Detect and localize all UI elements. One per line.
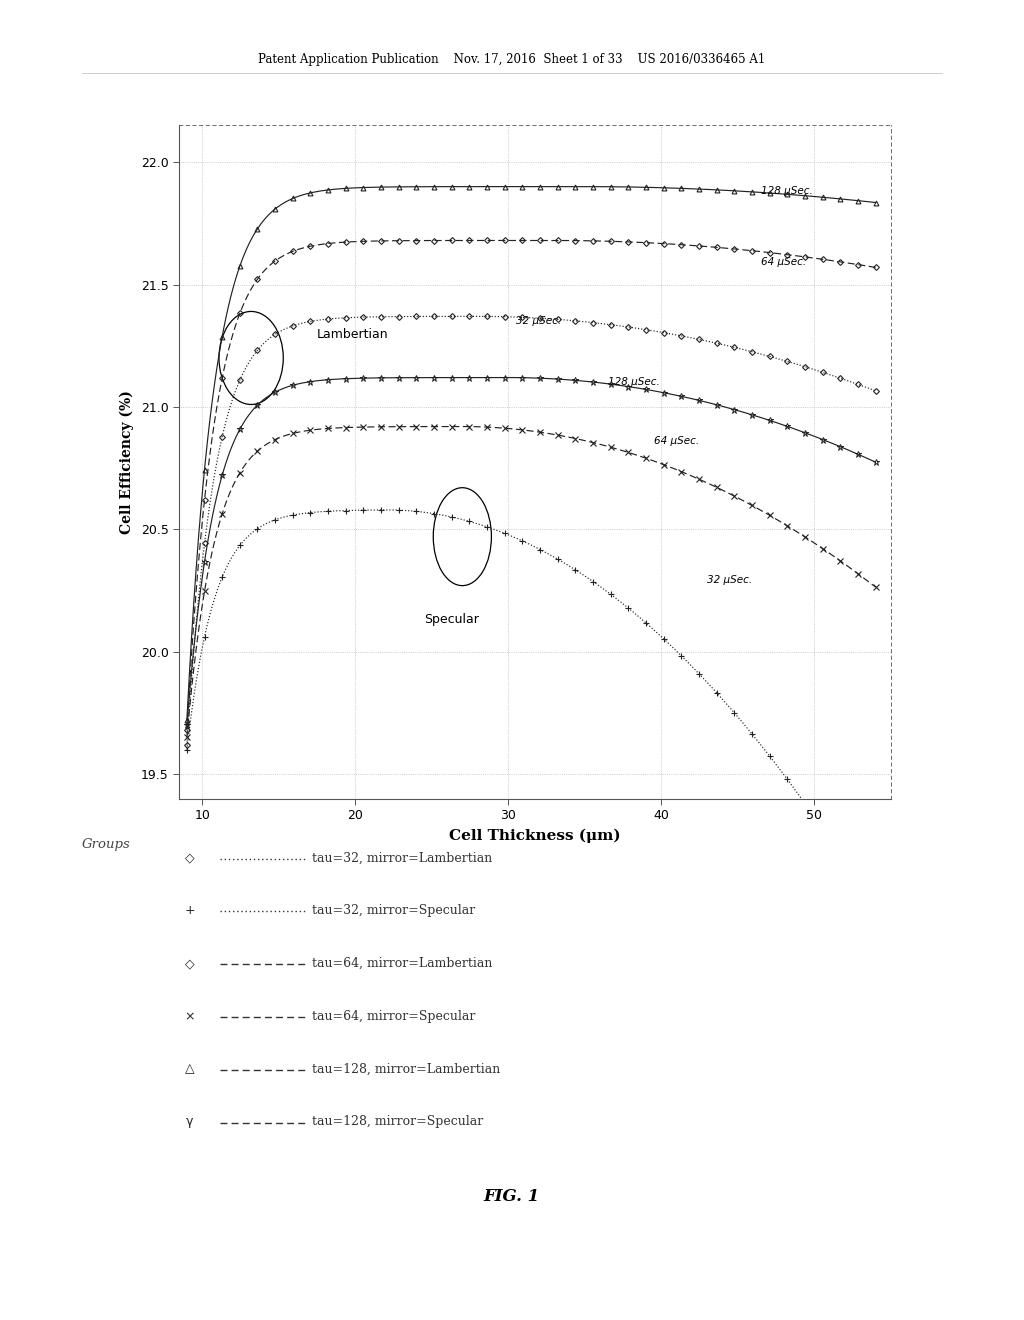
Text: 64 μSec.: 64 μSec. <box>653 436 698 446</box>
Text: Groups: Groups <box>82 838 131 851</box>
Y-axis label: Cell Efficiency (%): Cell Efficiency (%) <box>120 391 134 533</box>
Text: γ: γ <box>185 1115 194 1129</box>
Text: Specular: Specular <box>424 614 479 627</box>
Text: Lambertian: Lambertian <box>317 329 388 341</box>
Text: 32 μSec.: 32 μSec. <box>516 315 561 326</box>
Text: tau=64, mirror=Specular: tau=64, mirror=Specular <box>312 1010 476 1023</box>
Text: tau=128, mirror=Lambertian: tau=128, mirror=Lambertian <box>312 1063 501 1076</box>
Text: ×: × <box>184 1010 195 1023</box>
Text: △: △ <box>184 1063 195 1076</box>
Text: ◇: ◇ <box>184 851 195 865</box>
Text: 128 μSec.: 128 μSec. <box>761 186 812 195</box>
Text: tau=128, mirror=Specular: tau=128, mirror=Specular <box>312 1115 483 1129</box>
Text: 32 μSec.: 32 μSec. <box>708 576 753 585</box>
Text: 64 μSec.: 64 μSec. <box>761 257 806 267</box>
Text: tau=32, mirror=Lambertian: tau=32, mirror=Lambertian <box>312 851 493 865</box>
Text: tau=32, mirror=Specular: tau=32, mirror=Specular <box>312 904 475 917</box>
Text: Patent Application Publication    Nov. 17, 2016  Sheet 1 of 33    US 2016/033646: Patent Application Publication Nov. 17, … <box>258 53 766 66</box>
Text: tau=64, mirror=Lambertian: tau=64, mirror=Lambertian <box>312 957 493 970</box>
Text: 128 μSec.: 128 μSec. <box>607 378 659 387</box>
X-axis label: Cell Thickness (μm): Cell Thickness (μm) <box>450 829 621 843</box>
Text: ◇: ◇ <box>184 957 195 970</box>
Text: FIG. 1: FIG. 1 <box>484 1188 540 1205</box>
Text: +: + <box>184 904 195 917</box>
